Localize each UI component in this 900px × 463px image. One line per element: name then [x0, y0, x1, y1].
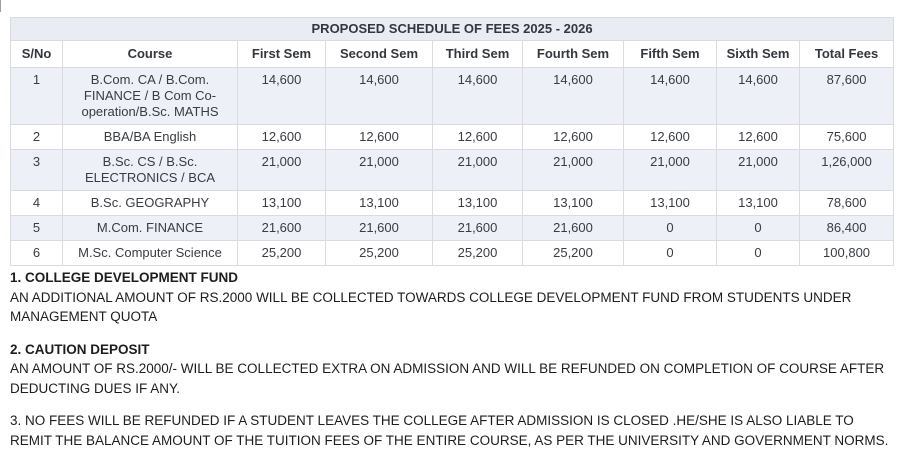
column-header-sixth-sem: Sixth Sem	[716, 40, 800, 68]
cell-fifth-sem: 21,000	[623, 149, 717, 191]
cell-second-sem: 21,000	[325, 149, 433, 191]
table-header-row: S/No Course First Sem Second Sem Third S…	[10, 40, 895, 68]
cell-total-fees: 75,600	[798, 124, 895, 150]
cell-third-sem: 13,100	[432, 190, 523, 216]
cell-third-sem: 25,200	[432, 240, 523, 266]
cell-total-fees: 1,26,000	[798, 149, 895, 191]
note-college-development-fund: 1. COLLEGE DEVELOPMENT FUND AN ADDITIONA…	[10, 268, 896, 327]
fees-schedule-table: PROPOSED SCHEDULE OF FEES 2025 - 2026 S/…	[9, 17, 895, 266]
table-row: 4 B.Sc. GEOGRAPHY 13,100 13,100 13,100 13,100…	[10, 190, 895, 216]
cell-fourth-sem: 25,200	[522, 240, 624, 266]
cell-fifth-sem: 0	[623, 215, 717, 241]
note-no-refund: 3. NO FEES WILL BE REFUNDED IF A STUDENT…	[10, 411, 896, 450]
cell-fourth-sem: 14,600	[522, 67, 624, 125]
cell-course: B.Com. CA / B.Com. FINANCE / B Com Co-op…	[62, 67, 238, 125]
column-header-first-sem: First Sem	[237, 40, 326, 68]
page-edge-line	[0, 0, 1, 12]
cell-third-sem: 21,600	[432, 215, 523, 241]
column-header-third-sem: Third Sem	[432, 40, 523, 68]
cell-sno: 2	[10, 124, 63, 150]
cell-sno: 4	[10, 190, 63, 216]
note-1-body: AN ADDITIONAL AMOUNT OF RS.2000 WILL BE …	[10, 289, 852, 325]
cell-total-fees: 87,600	[798, 67, 895, 125]
cell-sixth-sem: 0	[716, 240, 800, 266]
cell-sixth-sem: 0	[716, 215, 800, 241]
cell-second-sem: 14,600	[325, 67, 433, 125]
cell-course: BBA/BA English	[62, 124, 238, 150]
cell-total-fees: 100,800	[798, 240, 895, 266]
cell-sixth-sem: 21,000	[716, 149, 800, 191]
cell-fourth-sem: 21,600	[522, 215, 624, 241]
cell-sixth-sem: 13,100	[716, 190, 800, 216]
cell-fifth-sem: 0	[623, 240, 717, 266]
cell-fourth-sem: 12,600	[522, 124, 624, 150]
cell-first-sem: 21,600	[237, 215, 326, 241]
cell-sixth-sem: 14,600	[716, 67, 800, 125]
cell-fourth-sem: 21,000	[522, 149, 624, 191]
note-2-heading: 2. CAUTION DEPOSIT	[10, 341, 150, 357]
cell-second-sem: 21,600	[325, 215, 433, 241]
cell-total-fees: 86,400	[798, 215, 895, 241]
cell-sno: 6	[10, 240, 63, 266]
cell-total-fees: 78,600	[798, 190, 895, 216]
cell-third-sem: 12,600	[432, 124, 523, 150]
cell-sixth-sem: 12,600	[716, 124, 800, 150]
cell-course: B.Sc. CS / B.Sc. ELECTRONICS / BCA	[62, 149, 238, 191]
cell-first-sem: 13,100	[237, 190, 326, 216]
column-header-sno: S/No	[10, 40, 63, 68]
cell-sno: 5	[10, 215, 63, 241]
cell-fifth-sem: 14,600	[623, 67, 717, 125]
cell-sno: 3	[10, 149, 63, 191]
table-row: 5 M.Com. FINANCE 21,600 21,600 21,600 21,600 0…	[10, 215, 895, 241]
cell-first-sem: 25,200	[237, 240, 326, 266]
cell-course: M.Sc. Computer Science	[62, 240, 238, 266]
cell-sno: 1	[10, 67, 63, 125]
cell-course: M.Com. FINANCE	[62, 215, 238, 241]
cell-third-sem: 14,600	[432, 67, 523, 125]
cell-second-sem: 12,600	[325, 124, 433, 150]
table-row: 6 M.Sc. Computer Science 25,200 25,200 25,20…	[10, 240, 895, 266]
table-title: PROPOSED SCHEDULE OF FEES 2025 - 2026	[9, 17, 895, 41]
table-row: 3 B.Sc. CS / B.Sc. ELECTRONICS / BCA 21,00…	[10, 149, 895, 191]
cell-fourth-sem: 13,100	[522, 190, 624, 216]
cell-second-sem: 25,200	[325, 240, 433, 266]
table-title-row: PROPOSED SCHEDULE OF FEES 2025 - 2026	[9, 17, 895, 41]
cell-course: B.Sc. GEOGRAPHY	[62, 190, 238, 216]
notes-section: 1. COLLEGE DEVELOPMENT FUND AN ADDITIONA…	[10, 268, 896, 463]
table-row: 1 B.Com. CA / B.Com. FINANCE / B Com Co-o…	[10, 67, 895, 125]
note-3-body: 3. NO FEES WILL BE REFUNDED IF A STUDENT…	[10, 413, 889, 448]
cell-third-sem: 21,000	[432, 149, 523, 191]
cell-first-sem: 12,600	[237, 124, 326, 150]
cell-first-sem: 21,000	[237, 149, 326, 191]
cell-first-sem: 14,600	[237, 67, 326, 125]
table-row: 2 BBA/BA English 12,600 12,600 12,600 12,600 1…	[10, 124, 895, 150]
cell-fifth-sem: 12,600	[623, 124, 717, 150]
note-caution-deposit: 2. CAUTION DEPOSIT AN AMOUNT OF RS.2000/…	[10, 340, 896, 399]
column-header-fourth-sem: Fourth Sem	[522, 40, 624, 68]
column-header-fifth-sem: Fifth Sem	[623, 40, 717, 68]
note-1-heading: 1. COLLEGE DEVELOPMENT FUND	[10, 270, 239, 285]
column-header-course: Course	[62, 40, 238, 68]
note-2-body: AN AMOUNT OF RS.2000/- WILL BE COLLECTED…	[10, 361, 885, 396]
table-body: 1 B.Com. CA / B.Com. FINANCE / B Com Co-o…	[10, 67, 895, 266]
column-header-second-sem: Second Sem	[325, 40, 433, 68]
column-header-total-fees: Total Fees	[798, 40, 895, 68]
cell-second-sem: 13,100	[325, 190, 433, 216]
cell-fifth-sem: 13,100	[623, 190, 717, 216]
